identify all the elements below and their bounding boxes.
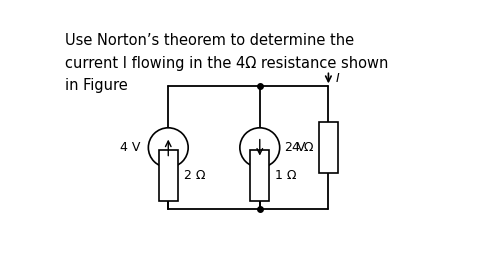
Ellipse shape [240,128,279,167]
Ellipse shape [149,128,188,167]
Text: current I flowing in the 4Ω resistance shown: current I flowing in the 4Ω resistance s… [65,56,389,71]
Text: 4 Ω: 4 Ω [292,141,313,154]
Bar [250,150,269,201]
Text: in Figure: in Figure [65,78,128,93]
Text: 2 V: 2 V [285,141,306,154]
Text: Use Norton’s theorem to determine the: Use Norton’s theorem to determine the [65,33,354,48]
Text: 1 Ω: 1 Ω [275,169,297,182]
Bar [319,122,338,173]
Text: 4 V: 4 V [121,141,141,154]
Bar [159,150,178,201]
Text: 2 Ω: 2 Ω [184,169,205,182]
Text: I: I [336,72,340,85]
